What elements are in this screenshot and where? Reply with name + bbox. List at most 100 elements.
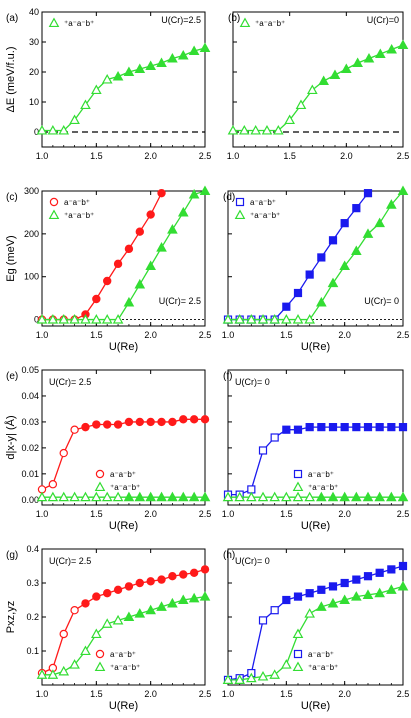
y-tick-label: 300 bbox=[24, 186, 39, 196]
panel-g: 1.0 1.5 2.0 2.5 0.1 0.2 0.3 0.4 (g) U(Cr)= 2.5 a⁻a… bbox=[5, 544, 211, 712]
data-point-blue bbox=[328, 236, 338, 245]
legend-label: ⁺a⁻a⁻b⁺ bbox=[110, 483, 140, 492]
data-point-green bbox=[397, 491, 409, 502]
data-point-blue bbox=[317, 423, 326, 432]
x-tick-label: 1.5 bbox=[283, 151, 296, 161]
data-point-green bbox=[363, 52, 375, 63]
legend-label: a⁻a⁻b⁺ bbox=[308, 470, 334, 479]
data-point-green bbox=[112, 491, 124, 502]
data-point-red bbox=[200, 565, 210, 574]
panel-h: 1.0 1.5 2.0 2.5 (h) U(Cr)= 0 a⁻a⁻b⁺ ⁺a⁻a⁻b⁺ U(Re… bbox=[222, 548, 409, 712]
data-point-blue bbox=[305, 270, 314, 279]
data-point-blue bbox=[387, 423, 396, 432]
data-point-blue bbox=[328, 423, 338, 432]
legend-label: ⁺a⁻a⁻b⁺ bbox=[255, 19, 285, 28]
series-line-blue bbox=[228, 192, 369, 321]
data-point-red bbox=[102, 589, 112, 598]
data-point-green bbox=[222, 674, 234, 684]
data-point-red bbox=[92, 420, 101, 429]
plot-frame bbox=[227, 369, 404, 506]
x-tick-label: 2.5 bbox=[397, 509, 410, 519]
data-point-red bbox=[168, 572, 177, 581]
x-tick-label: 2.0 bbox=[338, 689, 351, 699]
legend-marker-green bbox=[292, 481, 304, 492]
data-point-green bbox=[375, 48, 386, 59]
panel-e: 1.0 1.5 2.0 2.5 0.00 0.01 0.02 0.03 0.04 0.05(e) U… bbox=[4, 365, 211, 532]
panel-b: 1.0 1.5 2.0 2.5 (b) U(Cr)=0 ⁺a⁻a⁻b⁺ bbox=[227, 11, 409, 161]
data-point-green bbox=[188, 592, 200, 603]
data-point-red bbox=[146, 417, 155, 427]
legend-label: a⁻a⁻b⁺ bbox=[110, 470, 136, 479]
x-tick-label: 1.0 bbox=[222, 689, 235, 699]
legend-label: ⁺a⁻a⁻b⁺ bbox=[110, 663, 140, 672]
data-point-green bbox=[307, 84, 318, 95]
y-axis-label: Pxz,yz bbox=[5, 601, 17, 633]
data-point-green bbox=[327, 491, 339, 502]
x-tick-label: 1.5 bbox=[90, 689, 103, 699]
data-point-green bbox=[281, 314, 292, 324]
data-point-red bbox=[70, 606, 79, 615]
x-tick-label: 2.0 bbox=[144, 689, 157, 699]
data-point-green bbox=[269, 314, 280, 324]
legend-marker-green bbox=[94, 481, 106, 492]
data-point-red bbox=[135, 578, 144, 588]
plot-frame bbox=[41, 11, 206, 148]
data-point-green bbox=[80, 491, 91, 502]
data-point-green bbox=[123, 66, 135, 77]
data-point-red bbox=[102, 276, 112, 286]
data-point-green bbox=[261, 124, 273, 135]
data-point-green bbox=[386, 584, 397, 594]
series-line-green bbox=[228, 190, 404, 321]
data-point-green bbox=[351, 491, 362, 502]
data-point-green bbox=[222, 314, 234, 324]
data-point-blue bbox=[375, 568, 384, 577]
legend-label: a⁻a⁻b⁺ bbox=[308, 650, 334, 659]
data-point-blue bbox=[270, 433, 279, 442]
data-point-green bbox=[239, 124, 250, 135]
data-point-green bbox=[327, 277, 339, 288]
legend-marker-green bbox=[48, 209, 60, 220]
data-point-green bbox=[91, 491, 102, 502]
data-point-blue bbox=[363, 423, 373, 432]
x-tick-label: 2.5 bbox=[199, 509, 212, 519]
data-point-green bbox=[257, 670, 269, 681]
data-point-blue bbox=[305, 589, 314, 598]
data-point-green bbox=[58, 491, 70, 502]
x-tick-label: 1.0 bbox=[222, 330, 235, 340]
data-point-green bbox=[397, 39, 409, 50]
data-point-green bbox=[156, 601, 167, 611]
x-tick-label: 2.5 bbox=[199, 689, 212, 699]
panel-label: (b) bbox=[228, 13, 240, 24]
panel-label: (f) bbox=[223, 371, 232, 382]
plot-frame bbox=[41, 190, 206, 327]
data-point-green bbox=[123, 296, 135, 307]
data-point-green bbox=[234, 314, 245, 324]
data-point-green bbox=[386, 43, 397, 54]
data-point-green bbox=[292, 491, 304, 502]
data-point-green bbox=[36, 314, 48, 324]
data-point-red bbox=[157, 188, 166, 198]
data-point-green bbox=[295, 99, 307, 110]
legend-marker-red bbox=[49, 197, 59, 207]
data-point-green bbox=[329, 69, 341, 80]
data-point-green bbox=[386, 491, 397, 502]
data-point-blue bbox=[317, 253, 326, 262]
data-point-blue bbox=[363, 572, 373, 581]
data-point-green bbox=[227, 124, 239, 135]
x-tick-label: 2.0 bbox=[338, 509, 351, 519]
legend-label: ⁺a⁻a⁻b⁺ bbox=[64, 211, 94, 220]
data-point-red bbox=[146, 577, 155, 586]
data-point-green bbox=[188, 45, 200, 56]
data-point-green bbox=[112, 614, 124, 625]
data-point-green bbox=[374, 587, 385, 598]
panel-label: (a) bbox=[6, 13, 18, 24]
data-point-green bbox=[167, 491, 178, 502]
plot-frame bbox=[227, 190, 404, 327]
data-point-red bbox=[135, 227, 144, 236]
data-point-red bbox=[81, 422, 90, 432]
data-point-blue bbox=[293, 288, 303, 298]
data-point-green bbox=[362, 491, 374, 502]
y-tick-label: 40 bbox=[29, 7, 39, 17]
y-tick-label: 0.02 bbox=[21, 443, 39, 453]
